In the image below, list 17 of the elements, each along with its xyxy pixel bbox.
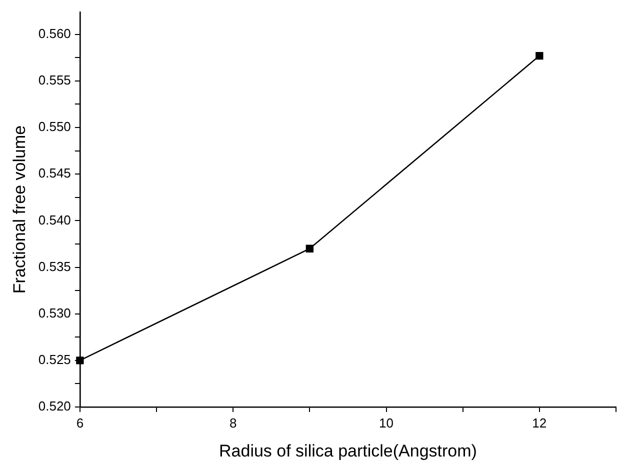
y-tick-label: 0.525: [38, 352, 71, 367]
y-axis-title: Fractional free volume: [10, 125, 29, 294]
y-tick-label: 0.545: [38, 166, 71, 181]
y-tick-label: 0.555: [38, 72, 71, 88]
y-tick-label: 0.530: [38, 305, 71, 320]
y-tick-label: 0.550: [38, 119, 71, 134]
y-tick-label: 0.535: [38, 258, 71, 274]
y-tick-label: 0.540: [38, 212, 71, 228]
x-axis-title: Radius of silica particle(Angstrom): [219, 441, 477, 460]
x-tick-label: 12: [532, 415, 547, 430]
y-tick-label: 0.560: [38, 26, 71, 41]
point: [306, 244, 314, 252]
x-tick-label: 8: [229, 415, 237, 430]
point: [536, 52, 544, 60]
x-tick-label: 6: [76, 415, 84, 430]
x-tick-label: 10: [379, 415, 394, 430]
y-tick-label: 0.520: [38, 398, 71, 414]
